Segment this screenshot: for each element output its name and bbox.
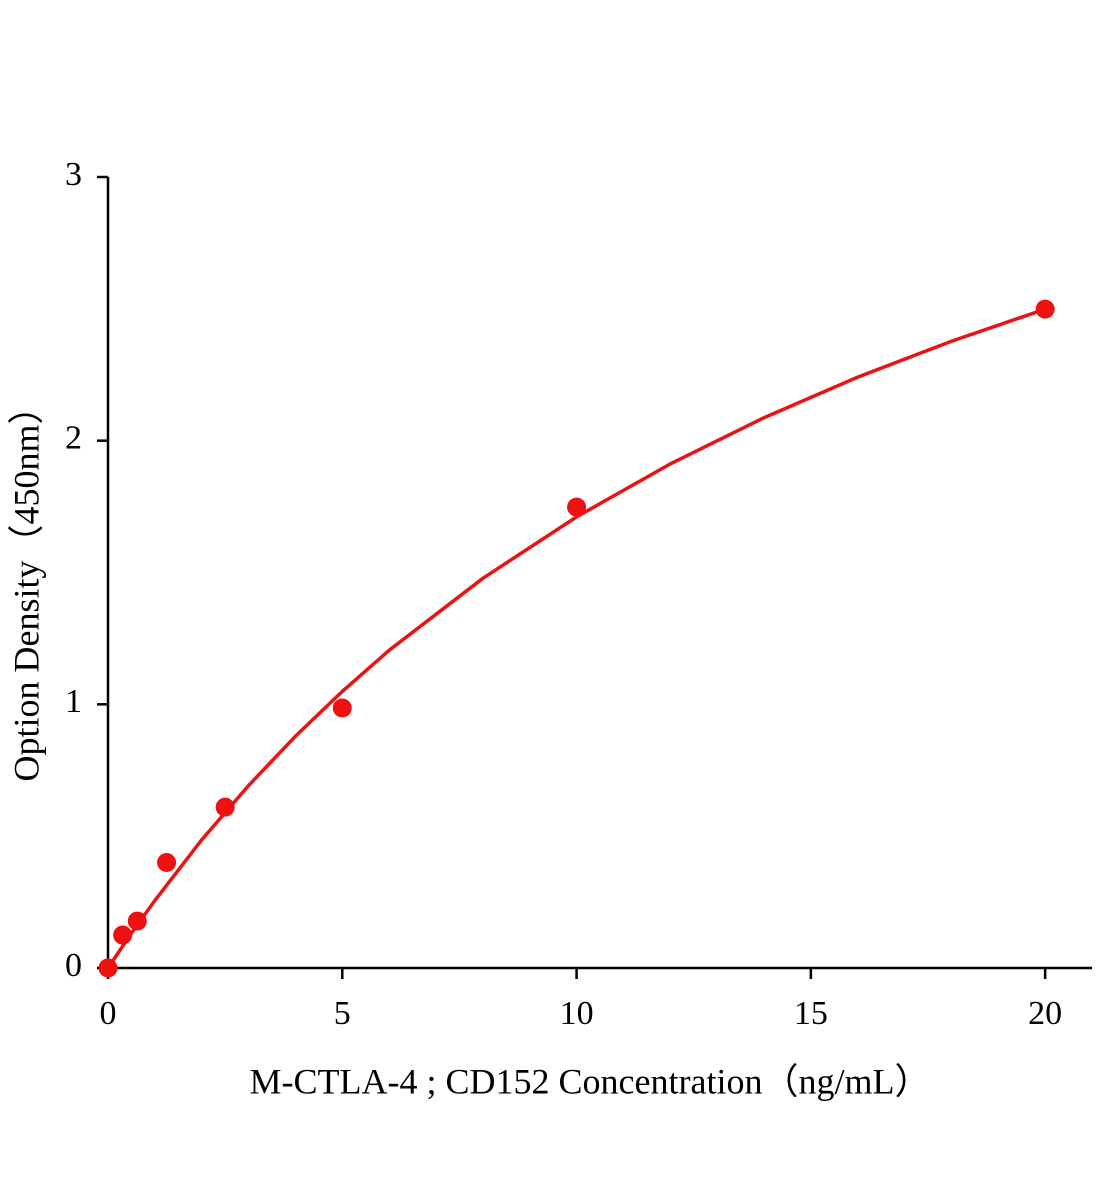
y-tick-label: 3 bbox=[65, 156, 82, 193]
data-point bbox=[157, 853, 177, 873]
x-tick-label: 5 bbox=[334, 995, 351, 1032]
x-tick-label: 15 bbox=[794, 995, 828, 1032]
data-point bbox=[567, 497, 587, 517]
data-point bbox=[332, 698, 352, 718]
data-point bbox=[215, 797, 235, 817]
y-tick-label: 1 bbox=[65, 683, 82, 720]
fit-curve bbox=[106, 307, 1046, 969]
x-axis-label: M-CTLA-4 ; CD152 Concentration（ng/mL） bbox=[250, 1061, 931, 1101]
y-axis-label: Option Density（450nm） bbox=[6, 389, 46, 782]
x-tick-label: 0 bbox=[100, 995, 117, 1032]
y-tick-label: 2 bbox=[65, 419, 82, 456]
x-tick-label: 20 bbox=[1028, 995, 1062, 1032]
x-tick-label: 10 bbox=[560, 995, 594, 1032]
y-tick-label: 0 bbox=[65, 947, 82, 984]
